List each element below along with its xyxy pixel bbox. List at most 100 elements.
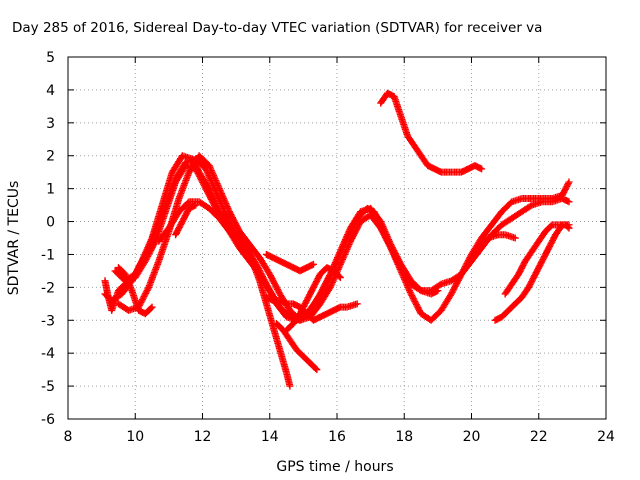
x-tick-label: 12 (194, 429, 212, 445)
data-point (135, 263, 143, 271)
data-point (264, 283, 272, 291)
data-point (386, 242, 394, 250)
data-point (353, 224, 361, 232)
data-point (394, 258, 402, 266)
data-point (255, 266, 263, 274)
data-point (139, 255, 147, 263)
x-tick-label: 22 (530, 429, 548, 445)
data-point (261, 277, 269, 285)
data-point (355, 221, 363, 229)
data-point (142, 288, 150, 296)
data-point (451, 282, 459, 290)
data-point (350, 231, 358, 239)
data-point (140, 253, 148, 261)
data-point (409, 293, 417, 301)
data-point (134, 266, 142, 274)
data-point (244, 249, 252, 257)
data-point (478, 165, 486, 173)
series-s12 (377, 89, 486, 176)
data-point (391, 251, 399, 259)
data-point (390, 250, 398, 258)
y-tick-label: -2 (41, 280, 55, 296)
data-point (392, 255, 400, 263)
data-point (381, 233, 389, 241)
data-point (389, 248, 397, 256)
data-point (448, 288, 456, 296)
x-tick-label: 10 (126, 429, 144, 445)
series-s7 (114, 264, 156, 318)
data-point (450, 285, 458, 293)
data-point (141, 252, 149, 260)
data-point (411, 298, 419, 306)
data-point (383, 236, 391, 244)
data-point (254, 263, 262, 271)
data-point (416, 307, 424, 315)
data-point (253, 262, 261, 270)
data-point (267, 272, 275, 280)
data-point (138, 257, 146, 265)
data-point (381, 232, 389, 240)
data-point (272, 282, 280, 290)
data-point (377, 226, 385, 234)
data-point (511, 234, 519, 242)
data-point (137, 258, 145, 266)
data-point (274, 285, 282, 293)
data-point (147, 304, 155, 312)
data-point (262, 279, 270, 287)
data-point (232, 220, 240, 228)
data-point (384, 239, 392, 247)
y-tick-label: -3 (41, 313, 55, 329)
data-point (410, 296, 418, 304)
data-point (273, 284, 281, 292)
data-point (347, 236, 355, 244)
data-point (336, 273, 344, 281)
y-tick-label: -5 (41, 379, 55, 395)
data-point (258, 271, 266, 279)
data-point (267, 273, 275, 281)
data-point (565, 178, 573, 186)
y-tick-label: -1 (41, 247, 55, 263)
data-point (227, 211, 235, 219)
chart-title: Day 285 of 2016, Sidereal Day-to-day VTE… (12, 20, 542, 36)
data-point (266, 288, 274, 296)
data-point (388, 247, 396, 255)
series-s11 (272, 320, 321, 374)
series-s9 (262, 250, 317, 275)
data-point (286, 382, 294, 390)
series-s15 (474, 231, 519, 252)
data-point (233, 223, 241, 231)
y-tick-label: -4 (41, 346, 55, 362)
data-point (229, 214, 237, 222)
data-point (271, 281, 279, 289)
data-point (229, 215, 237, 223)
data-point (138, 297, 146, 305)
data-point (225, 208, 233, 216)
data-point (527, 202, 535, 210)
data-point (265, 286, 273, 294)
data-point (263, 282, 271, 290)
data-point (416, 286, 424, 294)
y-tick-label: 0 (46, 215, 55, 231)
data-point (265, 285, 273, 293)
data-point (137, 260, 145, 268)
data-point (133, 267, 141, 275)
data-point (452, 281, 460, 289)
data-point (346, 237, 354, 245)
data-point (192, 201, 200, 209)
data-point (450, 284, 458, 292)
data-point (335, 272, 343, 280)
data-point (564, 180, 572, 188)
y-tick-label: 3 (46, 116, 55, 132)
data-point (349, 233, 357, 241)
x-tick-label: 14 (261, 429, 279, 445)
y-tick-label: 5 (46, 50, 55, 66)
data-point (136, 261, 144, 269)
data-point (226, 209, 234, 217)
data-point (379, 229, 387, 237)
data-point (412, 299, 420, 307)
data-point (382, 235, 390, 243)
data-point (414, 304, 422, 312)
data-point (270, 278, 278, 286)
data-point (353, 225, 361, 233)
